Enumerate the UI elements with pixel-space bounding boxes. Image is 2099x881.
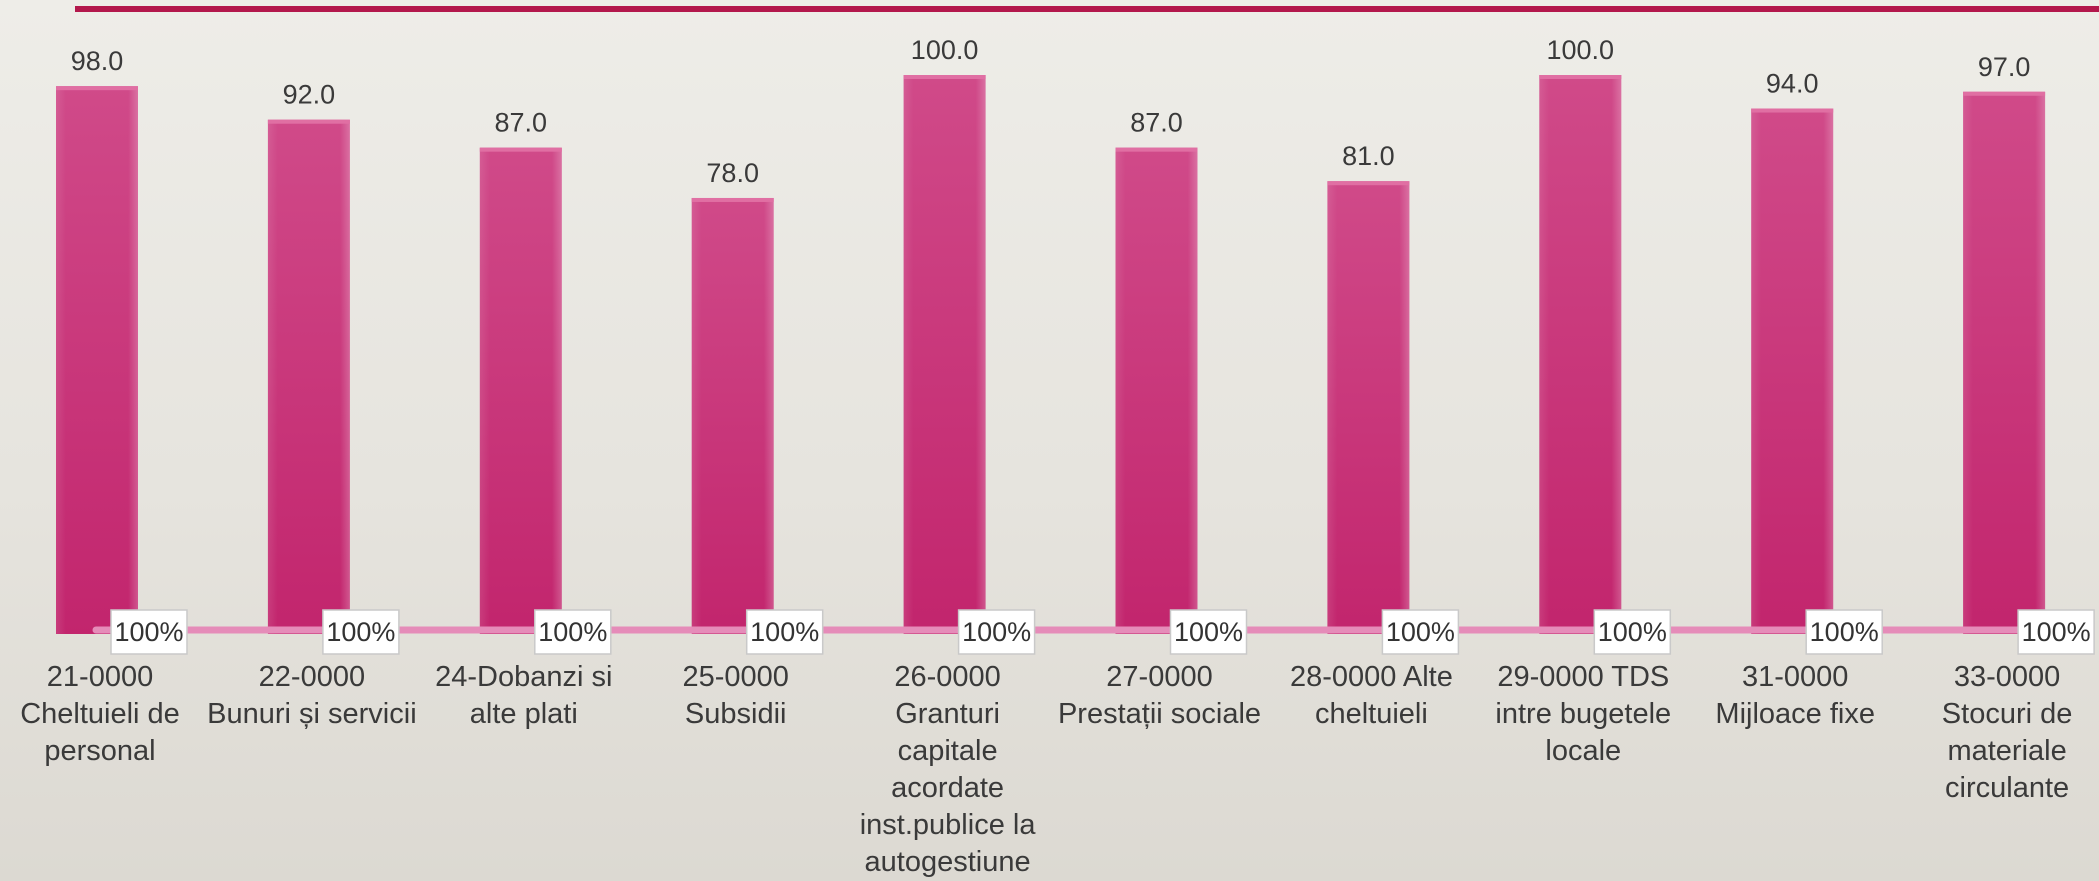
- percent-label-text: 100%: [1174, 617, 1243, 647]
- bar-highlight: [1327, 181, 1410, 634]
- bar: [267, 119, 350, 635]
- bar-value-label: 98.0: [71, 46, 124, 76]
- bar-value-label: 100.0: [911, 35, 979, 65]
- bar-value-label: 87.0: [495, 108, 548, 138]
- bar-top-edge: [691, 197, 774, 202]
- percent-label-box: [1593, 609, 1672, 655]
- percent-label-text: 100%: [1386, 617, 1455, 647]
- percent-label-text: 100%: [2022, 617, 2091, 647]
- bar-top-edge: [1963, 91, 2046, 96]
- percent-label-box: [534, 609, 612, 655]
- percent-label-box: [745, 609, 824, 655]
- bar-highlight: [267, 119, 350, 635]
- percent-label-text: 100%: [962, 617, 1031, 647]
- percent-label: 100%: [1169, 609, 1248, 655]
- percent-label: 100%: [745, 609, 824, 655]
- bar: [1327, 181, 1410, 634]
- bar-highlight: [56, 86, 138, 635]
- percent-label: 100%: [1805, 609, 1883, 655]
- bar: [479, 147, 562, 635]
- bar: [903, 75, 986, 634]
- percent-label: 100%: [110, 609, 188, 655]
- category-labels-layer: 21-0000 Cheltuieli de personal 22-0000 Bunur…: [20, 661, 2072, 878]
- bar: [56, 86, 138, 635]
- percent-label-text: 100%: [326, 617, 395, 647]
- bar: [1115, 147, 1198, 635]
- bar-highlight: [691, 197, 774, 635]
- percent-label-text: 100%: [750, 617, 819, 647]
- bar-top-edge: [56, 86, 138, 91]
- percent-labels-layer: 100% 100% 100% 100% 100% 100% 100% 100% 100% 100%: [110, 609, 2095, 655]
- category-label: 33-0000 Stocuri de materiale circulante: [1942, 661, 2073, 804]
- percent-label-text: 100%: [114, 617, 183, 647]
- category-label: 24-Dobanzi si alte plati: [435, 661, 612, 730]
- category-label: 22-0000 Bunuri și servicii: [207, 661, 417, 730]
- percent-label-text: 100%: [1598, 617, 1667, 647]
- category-label: 26-0000 Granturi capitale acordate inst.publ…: [860, 661, 1037, 878]
- bar-value-label: 92.0: [283, 80, 336, 110]
- percent-label: 100%: [1593, 609, 1672, 655]
- category-label: 27-0000 Prestații sociale: [1058, 661, 1261, 730]
- bars-layer: [56, 75, 2046, 635]
- bar-value-label: 87.0: [1130, 108, 1183, 138]
- bar-value-label: 78.0: [706, 158, 759, 188]
- bar-top-edge: [267, 119, 350, 124]
- bar: [1539, 75, 1622, 634]
- bar-value-label: 81.0: [1342, 141, 1395, 171]
- percent-label: 100%: [322, 609, 400, 655]
- bar: [1963, 91, 2046, 634]
- percent-label: 100%: [534, 609, 612, 655]
- bar-top-edge: [1751, 108, 1834, 113]
- bar-top-edge: [1327, 181, 1410, 186]
- category-label: 31-0000 Mijloace fixe: [1715, 661, 1875, 730]
- percent-label: 100%: [1381, 609, 1460, 655]
- bar-value-label: 94.0: [1766, 69, 1819, 99]
- percent-label-text: 100%: [1810, 617, 1879, 647]
- category-label: 28-0000 Alte cheltuieli: [1290, 661, 1453, 730]
- percent-label-box: [2017, 609, 2095, 655]
- bar-highlight: [1539, 75, 1622, 634]
- category-label: 25-0000 Subsidii: [682, 661, 788, 730]
- percent-label-box: [1169, 609, 1248, 655]
- value-labels-layer: 98.0 92.0 87.0 78.0 100.0 87.0 81.0 100.0 94.0 97…: [71, 35, 2031, 188]
- category-label: 21-0000 Cheltuieli de personal: [20, 661, 180, 767]
- bar-highlight: [1963, 91, 2046, 634]
- percent-label-box: [1805, 609, 1883, 655]
- percent-label-text: 100%: [538, 617, 607, 647]
- percent-label: 100%: [957, 609, 1036, 655]
- bar-highlight: [1115, 147, 1198, 635]
- bar: [1751, 108, 1834, 635]
- percent-label-box: [957, 609, 1036, 655]
- bar-top-edge: [1115, 147, 1198, 152]
- bar-top-edge: [1539, 75, 1622, 79]
- percent-label-box: [322, 609, 400, 655]
- bar: [691, 197, 774, 635]
- bar-highlight: [903, 75, 986, 634]
- bar-value-label: 100.0: [1547, 35, 1615, 65]
- bar-top-edge: [903, 75, 986, 79]
- percent-label-box: [110, 609, 188, 655]
- bar-top-edge: [479, 147, 562, 152]
- bar-highlight: [479, 147, 562, 635]
- bar-highlight: [1751, 108, 1834, 635]
- bar-value-label: 97.0: [1978, 52, 2031, 82]
- percent-label-box: [1381, 609, 1460, 655]
- percent-label: 100%: [2017, 609, 2095, 655]
- category-label: 29-0000 TDS intre bugetele locale: [1495, 661, 1671, 767]
